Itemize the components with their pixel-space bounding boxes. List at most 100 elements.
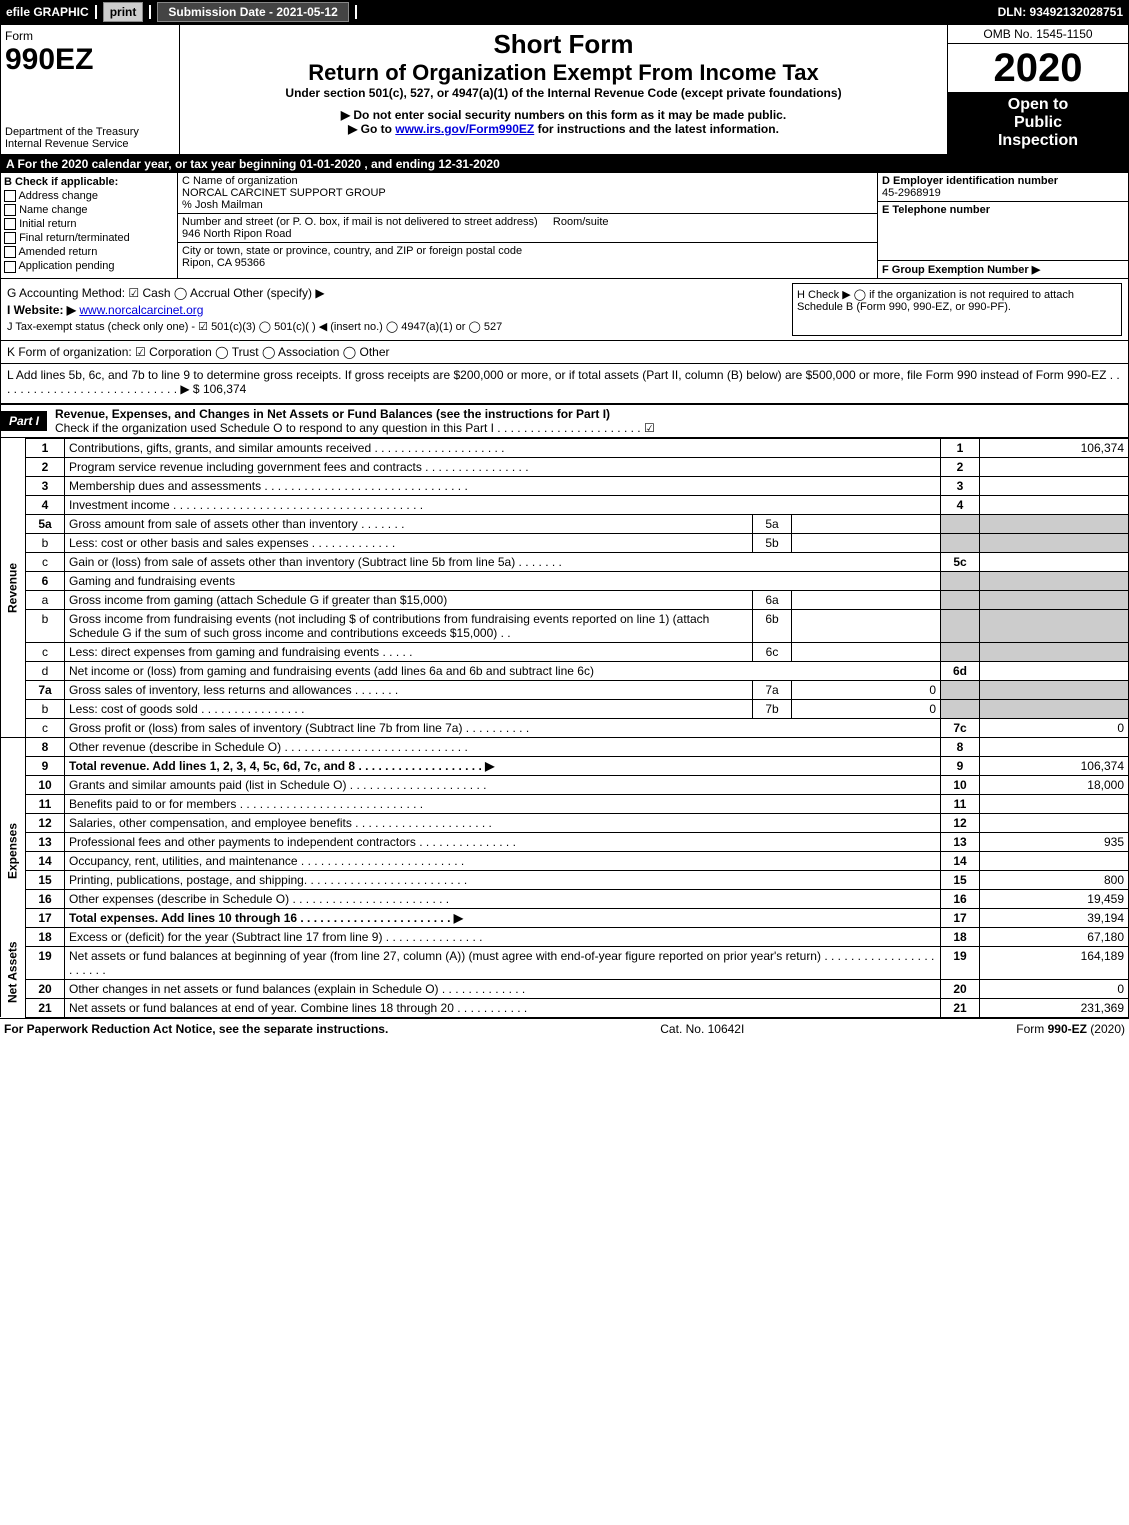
row9-val: 106,374 — [980, 756, 1129, 775]
row12-desc: Salaries, other compensation, and employ… — [65, 813, 941, 832]
row6-num: 6 — [26, 571, 65, 590]
row8-num: 8 — [26, 737, 65, 756]
line-i: I Website: ▶ www.norcalcarcinet.org — [7, 303, 792, 317]
footer-right: Form 990-EZ (2020) — [1016, 1022, 1125, 1036]
org-name: NORCAL CARCINET SUPPORT GROUP — [182, 187, 386, 199]
row7b-desc: Less: cost of goods sold . . . . . . . .… — [65, 699, 753, 718]
row5b-iv — [792, 533, 941, 552]
row9-num: 9 — [26, 756, 65, 775]
row2-desc: Program service revenue including govern… — [65, 457, 941, 476]
print-segment: print — [97, 5, 152, 19]
row10-desc: Grants and similar amounts paid (list in… — [65, 775, 941, 794]
row19-rn: 19 — [941, 946, 980, 979]
goto-link-line: ▶ Go to www.irs.gov/Form990EZ for instru… — [184, 122, 943, 136]
row10-rn: 10 — [941, 775, 980, 794]
form-label: Form — [5, 29, 33, 43]
part-i-title: Revenue, Expenses, and Changes in Net As… — [47, 405, 1128, 437]
room-label: Room/suite — [553, 216, 609, 228]
row11-desc: Benefits paid to or for members . . . . … — [65, 794, 941, 813]
row5b-shade2 — [980, 533, 1129, 552]
row3-val — [980, 476, 1129, 495]
row5b-desc: Less: cost or other basis and sales expe… — [65, 533, 753, 552]
row20-rn: 20 — [941, 979, 980, 998]
row1-val: 106,374 — [980, 438, 1129, 457]
ssn-warning: ▶ Do not enter social security numbers o… — [184, 108, 943, 122]
row5c-val — [980, 552, 1129, 571]
part-i-label: Part I — [1, 411, 47, 431]
row2-val — [980, 457, 1129, 476]
row8-rn: 8 — [941, 737, 980, 756]
row20-num: 20 — [26, 979, 65, 998]
row6b-desc: Gross income from fundraising events (no… — [65, 609, 753, 642]
b-opt-amended[interactable]: Amended return — [4, 246, 174, 258]
row6d-val — [980, 661, 1129, 680]
part-i-header: Part I Revenue, Expenses, and Changes in… — [0, 404, 1129, 438]
row21-val: 231,369 — [980, 998, 1129, 1017]
row5c-rn: 5c — [941, 552, 980, 571]
f-label: F Group Exemption Number ▶ — [882, 264, 1040, 276]
ein-value: 45-2968919 — [882, 187, 941, 199]
row19-desc: Net assets or fund balances at beginning… — [65, 946, 941, 979]
row21-num: 21 — [26, 998, 65, 1017]
row6a-iv — [792, 590, 941, 609]
row5a-iv — [792, 514, 941, 533]
row4-val — [980, 495, 1129, 514]
row13-val: 935 — [980, 832, 1129, 851]
line-h: H Check ▶ ◯ if the organization is not r… — [792, 283, 1122, 336]
row8-val — [980, 737, 1129, 756]
row6b-shade2 — [980, 609, 1129, 642]
row1-rn: 1 — [941, 438, 980, 457]
row6b-iv — [792, 609, 941, 642]
row5b-in: 5b — [753, 533, 792, 552]
row16-desc: Other expenses (describe in Schedule O) … — [65, 889, 941, 908]
b-opt-pending[interactable]: Application pending — [4, 260, 174, 272]
b-opt-name[interactable]: Name change — [4, 204, 174, 216]
row7c-rn: 7c — [941, 718, 980, 737]
row13-num: 13 — [26, 832, 65, 851]
row11-num: 11 — [26, 794, 65, 813]
row7a-shade — [941, 680, 980, 699]
top-bar: efile GRAPHIC print Submission Date - 20… — [0, 0, 1129, 24]
c-name-label: C Name of organization — [182, 175, 298, 187]
row3-rn: 3 — [941, 476, 980, 495]
line-k: K Form of organization: ☑ Corporation ◯ … — [7, 345, 1122, 359]
b-opt-initial[interactable]: Initial return — [4, 218, 174, 230]
row6a-shade — [941, 590, 980, 609]
row5b-shade — [941, 533, 980, 552]
row18-num: 18 — [26, 927, 65, 946]
line-g: G Accounting Method: ☑ Cash ◯ Accrual Ot… — [7, 286, 792, 300]
submission-button[interactable]: Submission Date - 2021-05-12 — [157, 2, 348, 22]
row7a-in: 7a — [753, 680, 792, 699]
row3-num: 3 — [26, 476, 65, 495]
row6c-in: 6c — [753, 642, 792, 661]
footer-left: For Paperwork Reduction Act Notice, see … — [4, 1022, 388, 1036]
row6d-desc: Net income or (loss) from gaming and fun… — [65, 661, 941, 680]
website-link[interactable]: www.norcalcarcinet.org — [79, 303, 203, 317]
row15-rn: 15 — [941, 870, 980, 889]
form-number: 990EZ — [5, 43, 93, 76]
row6a-desc: Gross income from gaming (attach Schedul… — [65, 590, 753, 609]
footer-mid: Cat. No. 10642I — [660, 1022, 744, 1036]
line-j: J Tax-exempt status (check only one) - ☑… — [7, 320, 792, 333]
section-c: C Name of organization NORCAL CARCINET S… — [178, 173, 878, 278]
row6d-num: d — [26, 661, 65, 680]
row15-val: 800 — [980, 870, 1129, 889]
row6-desc: Gaming and fundraising events — [65, 571, 941, 590]
street-value: 946 North Ripon Road — [182, 228, 291, 240]
city-label: City or town, state or province, country… — [182, 245, 522, 257]
row21-desc: Net assets or fund balances at end of ye… — [65, 998, 941, 1017]
row7c-val: 0 — [980, 718, 1129, 737]
b-opt-address[interactable]: Address change — [4, 190, 174, 202]
row9-desc: Total revenue. Add lines 1, 2, 3, 4, 5c,… — [65, 756, 941, 775]
row3-desc: Membership dues and assessments . . . . … — [65, 476, 941, 495]
row6c-shade — [941, 642, 980, 661]
row19-val: 164,189 — [980, 946, 1129, 979]
row16-val: 19,459 — [980, 889, 1129, 908]
print-button[interactable]: print — [103, 2, 144, 22]
b-opt-final[interactable]: Final return/terminated — [4, 232, 174, 244]
row7a-num: 7a — [26, 680, 65, 699]
row5a-in: 5a — [753, 514, 792, 533]
irs-link[interactable]: www.irs.gov/Form990EZ — [395, 122, 534, 136]
row1-num: 1 — [26, 438, 65, 457]
row7c-desc: Gross profit or (loss) from sales of inv… — [65, 718, 941, 737]
